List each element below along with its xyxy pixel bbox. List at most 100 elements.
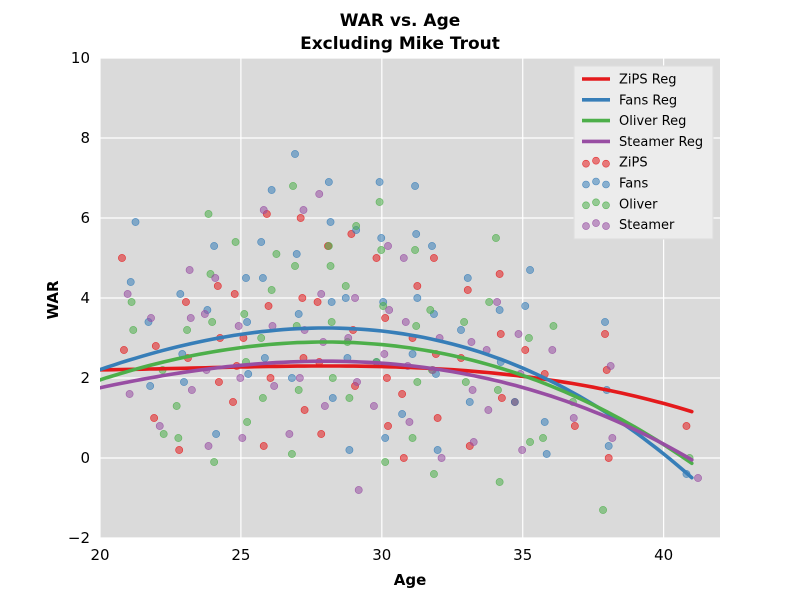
point-zips (372, 254, 381, 262)
point-oliver (495, 478, 504, 486)
point-steamer (125, 390, 134, 398)
legend-label: Oliver Reg (619, 114, 686, 129)
point-oliver (258, 394, 267, 402)
point-fans (428, 242, 436, 250)
point-oliver (172, 402, 181, 410)
y-axis-ticks: −2 0 2 4 6 8 10 (68, 49, 90, 547)
point-fans (243, 318, 252, 326)
point-zips (182, 298, 190, 306)
point-steamer (493, 298, 501, 306)
point-fans (398, 410, 407, 418)
point-oliver (240, 310, 249, 318)
point-steamer (259, 206, 268, 214)
legend-marker-oliver (582, 201, 590, 210)
chart-title: WAR vs. Age (340, 11, 461, 31)
point-steamer (238, 434, 247, 442)
point-fans (408, 350, 417, 358)
point-zips (264, 302, 273, 310)
legend-marker-fans (602, 180, 610, 189)
point-zips (601, 330, 609, 338)
point-steamer (405, 418, 414, 426)
point-steamer (185, 266, 194, 274)
point-steamer (123, 290, 132, 298)
point-steamer (351, 294, 359, 302)
point-steamer (694, 474, 702, 482)
point-fans (413, 294, 422, 302)
point-fans (495, 306, 504, 314)
point-oliver (494, 386, 502, 394)
legend-label: Oliver (619, 197, 658, 212)
y-tick-label: 8 (80, 129, 90, 147)
point-fans (433, 446, 442, 454)
legend-marker-zips (592, 156, 600, 165)
point-fans (604, 442, 613, 450)
point-fans (260, 354, 269, 362)
point-oliver (430, 470, 438, 478)
legend-marker-steamer (592, 219, 600, 227)
point-steamer (401, 318, 410, 326)
point-steamer (548, 346, 557, 354)
point-oliver (174, 434, 183, 442)
point-zips (381, 314, 390, 322)
point-oliver (243, 418, 252, 426)
point-oliver (411, 246, 419, 254)
y-tick-label: 4 (80, 289, 90, 307)
point-steamer (186, 314, 195, 322)
point-zips (259, 442, 268, 450)
point-fans (326, 218, 335, 226)
point-fans (292, 250, 301, 258)
point-zips (430, 254, 438, 262)
point-steamer (320, 402, 329, 410)
point-steamer (514, 330, 523, 338)
point-fans (242, 274, 250, 282)
point-steamer (211, 274, 220, 282)
point-fans (267, 186, 276, 194)
point-fans (328, 394, 337, 402)
point-oliver (485, 298, 494, 306)
point-fans (526, 266, 534, 274)
point-zips (399, 454, 408, 462)
point-zips (384, 422, 392, 430)
point-fans (212, 430, 221, 438)
point-oliver (291, 262, 299, 270)
point-oliver (408, 434, 417, 442)
point-zips (175, 446, 184, 454)
point-oliver (159, 430, 168, 438)
legend-marker-fans (582, 180, 590, 189)
point-steamer (295, 374, 304, 382)
point-fans (457, 326, 465, 334)
point-oliver (345, 394, 354, 402)
y-tick-label: 0 (80, 449, 90, 467)
point-fans (540, 418, 549, 426)
y-tick-label: 2 (80, 369, 90, 387)
point-steamer (155, 422, 164, 430)
point-steamer (608, 434, 617, 442)
point-fans (521, 302, 530, 310)
point-oliver (375, 198, 384, 206)
point-steamer (437, 454, 446, 462)
point-fans (291, 150, 299, 158)
point-steamer (385, 306, 394, 314)
point-oliver (426, 306, 435, 314)
legend-label: Fans Reg (619, 93, 677, 108)
point-fans (465, 398, 474, 406)
point-steamer (299, 206, 308, 214)
point-steamer (399, 254, 408, 262)
point-zips (215, 378, 223, 386)
legend-box (573, 65, 714, 240)
point-steamer (606, 362, 615, 370)
point-fans (146, 382, 155, 390)
legend-label: Fans (619, 177, 648, 192)
point-oliver (377, 246, 386, 254)
point-fans (288, 374, 296, 382)
point-oliver (492, 234, 500, 242)
point-fans (257, 238, 266, 246)
point-zips (213, 282, 222, 290)
point-steamer (187, 386, 196, 394)
point-oliver (599, 506, 607, 514)
y-tick-label: 6 (80, 209, 90, 227)
point-zips (413, 282, 422, 290)
point-fans (324, 178, 333, 186)
point-steamer (467, 338, 476, 346)
point-oliver (183, 326, 191, 334)
